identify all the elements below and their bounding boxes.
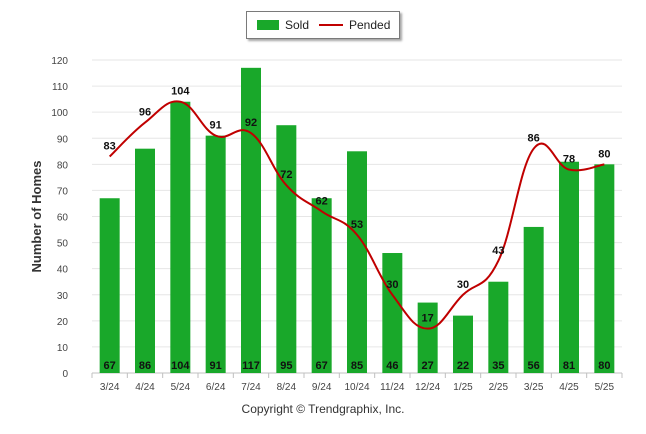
sold-bar [594,164,615,373]
x-tick-label: 2/25 [489,382,509,393]
x-tick-label: 12/24 [415,382,440,393]
x-tick-label: 5/24 [171,382,191,393]
y-tick-label: 80 [57,160,69,171]
pended-data-label: 53 [351,219,363,231]
y-tick-label: 110 [52,82,68,93]
y-tick-label: 20 [57,317,69,328]
x-tick-label: 3/24 [100,382,120,393]
sold-bar [170,101,191,373]
y-tick-label: 30 [57,291,69,302]
sold-bar [205,135,226,373]
x-tick-label: 3/25 [524,382,544,393]
pended-data-label: 30 [457,279,469,291]
y-tick-label: 40 [57,265,69,276]
sold-bar [453,315,473,373]
sold-data-label: 27 [422,360,434,372]
sold-data-label: 46 [386,360,398,372]
x-tick-label: 7/24 [241,382,261,393]
copyright-text: Copyright © Trendgraphix, Inc. [241,402,405,416]
y-tick-label: 100 [51,108,68,119]
legend: Sold Pended [246,11,400,39]
pended-data-label: 86 [528,133,540,145]
x-tick-label: 5/25 [595,382,615,393]
sold-data-label: 35 [492,360,504,372]
legend-label-pended: Pended [349,18,391,32]
sold-data-label: 56 [528,360,540,372]
pended-data-label: 17 [422,313,434,325]
sold-bar [241,67,261,373]
pended-data-label: 43 [492,245,504,257]
x-tick-label: 11/24 [380,382,405,393]
pended-data-label: 92 [245,117,257,129]
sold-bar [382,253,403,373]
sold-data-label: 95 [280,360,292,372]
pended-data-label: 104 [171,86,190,98]
sold-data-label: 104 [171,360,190,372]
sold-data-label: 67 [104,360,116,372]
sold-data-label: 86 [139,360,151,372]
x-tick-label: 4/25 [559,382,579,393]
y-tick-label: 0 [62,369,68,380]
y-tick-label: 90 [57,134,69,145]
sold-data-label: 81 [563,360,575,372]
pended-data-label: 72 [280,169,292,181]
sold-bar [559,161,579,373]
sold-bar [135,148,155,373]
legend-item-sold[interactable]: Sold [257,12,309,38]
sold-data-label: 91 [210,360,222,372]
sold-data-label: 80 [598,360,610,372]
sold-data-label: 22 [457,360,469,372]
x-tick-label: 4/24 [135,382,155,393]
pended-data-label: 78 [563,154,575,166]
sold-data-label: 67 [316,360,328,372]
sold-bar [99,198,120,373]
pended-data-label: 62 [316,195,328,207]
sold-bar [347,151,367,373]
pended-data-label: 91 [210,120,222,132]
x-tick-label: 6/24 [206,382,226,393]
sold-bar [488,281,509,373]
x-tick-label: 10/24 [344,382,369,393]
pended-data-label: 83 [104,141,116,153]
y-tick-label: 60 [57,213,69,224]
sold-bar [417,302,438,373]
pended-data-label: 80 [598,148,610,160]
legend-label-sold: Sold [285,18,310,32]
pended-data-label: 96 [139,107,151,119]
sold-bar [276,125,297,373]
sold-bar [311,198,332,373]
sold-data-label: 85 [351,360,363,372]
sold-data-label: 117 [242,360,260,372]
x-tick-label: 9/24 [312,382,332,393]
sold-bar [523,226,544,373]
pended-data-label: 30 [386,279,398,291]
y-axis-title: Number of Homes [29,161,44,273]
y-tick-label: 120 [51,56,68,67]
sold-swatch [257,20,279,30]
pended-swatch [319,24,343,26]
pended-line [108,100,605,330]
x-tick-label: 8/24 [277,382,297,393]
y-tick-label: 70 [57,186,69,197]
legend-item-pended[interactable]: Pended [319,12,390,38]
x-tick-label: 1/25 [453,382,473,393]
y-tick-label: 10 [57,343,69,354]
y-tick-label: 50 [57,239,69,250]
